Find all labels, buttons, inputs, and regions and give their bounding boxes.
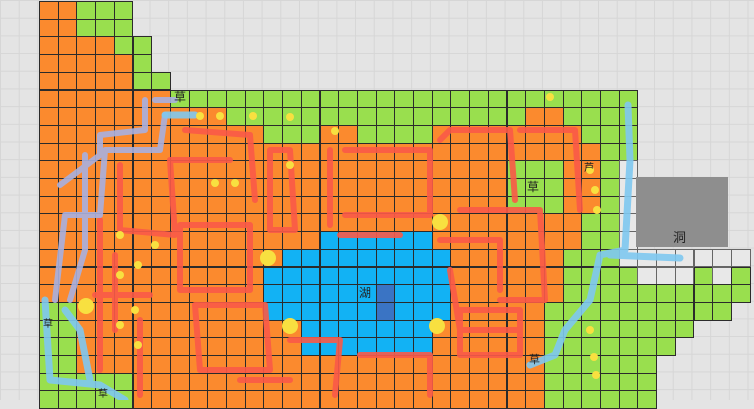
blue-stroke — [61, 306, 94, 384]
grass-label: 草 — [529, 353, 540, 366]
red-stroke — [357, 352, 433, 398]
red-stroke — [457, 307, 523, 358]
yellow-marker — [131, 306, 139, 314]
yellow-marker — [546, 93, 554, 101]
yellow-marker — [586, 166, 594, 174]
yellow-marker — [134, 261, 142, 269]
yellow-marker — [116, 231, 124, 239]
lavender-stroke — [52, 112, 168, 303]
yellow-marker — [231, 179, 239, 187]
red-path-strokes — [92, 127, 583, 398]
tile-grass[interactable] — [656, 337, 676, 356]
yellow-marker — [78, 298, 94, 314]
red-stroke — [192, 302, 273, 373]
yellow-marker — [429, 318, 445, 334]
grass-label: 草 — [98, 389, 108, 400]
yellow-marker — [590, 353, 598, 361]
red-stroke — [457, 207, 548, 303]
blue-stroke — [41, 296, 129, 400]
grass-label: 草 — [43, 319, 53, 330]
lavender-stroke — [67, 152, 88, 303]
yellow-marker — [211, 179, 219, 187]
cave-label: 洞 — [673, 231, 687, 246]
cave-block — [636, 177, 728, 247]
drawing-layer — [41, 93, 684, 400]
grass-label: 草 — [174, 90, 187, 104]
red-stroke — [437, 237, 503, 293]
yellow-marker — [260, 250, 276, 266]
yellow-markers — [78, 93, 601, 379]
yellow-marker — [593, 206, 601, 214]
red-stroke — [267, 147, 298, 233]
lavender-path-strokes — [52, 97, 178, 303]
yellow-marker — [196, 112, 204, 120]
yellow-marker — [286, 161, 294, 169]
red-stroke — [342, 147, 433, 218]
tile-grass[interactable] — [674, 319, 695, 339]
red-stroke — [287, 337, 343, 398]
blue-path-strokes — [41, 101, 684, 400]
red-stroke — [117, 157, 233, 238]
yellow-marker — [116, 321, 124, 329]
yellow-marker — [134, 341, 142, 349]
blue-stroke — [606, 251, 684, 262]
tile-grass[interactable] — [712, 301, 732, 321]
yellow-marker — [249, 112, 257, 120]
yellow-marker — [116, 271, 124, 279]
red-stroke — [437, 127, 518, 203]
blue-stroke — [526, 101, 634, 369]
yellow-marker — [432, 214, 448, 230]
yellow-marker — [592, 371, 600, 379]
red-stroke — [182, 127, 258, 203]
red-stroke — [517, 127, 583, 213]
grass-label: 草 — [527, 180, 540, 194]
yellow-marker — [151, 241, 159, 249]
yellow-marker — [586, 326, 594, 334]
yellow-marker — [216, 112, 224, 120]
yellow-marker — [591, 186, 599, 194]
tile-grass[interactable] — [730, 284, 751, 303]
reed-label: 芦 — [584, 163, 594, 174]
yellow-marker — [282, 318, 298, 334]
yellow-marker — [286, 113, 294, 121]
red-stroke — [177, 222, 253, 293]
lake-label: 湖 — [359, 286, 372, 300]
yellow-marker — [331, 127, 339, 135]
